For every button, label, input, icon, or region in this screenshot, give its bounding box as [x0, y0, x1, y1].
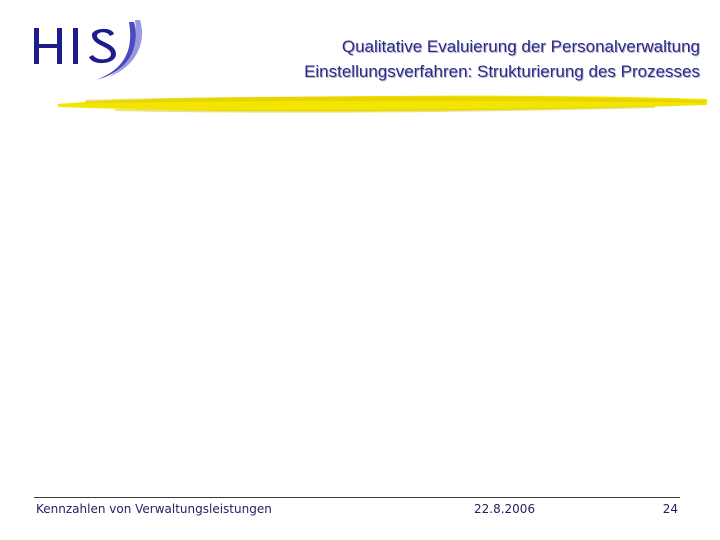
title-line-1: Qualitative Evaluierung der Personalverw…: [341, 37, 700, 56]
footer-presentation-title: Kennzahlen von Verwaltungsleistungen: [36, 502, 272, 516]
slide-title: Qualitative Evaluierung der Personalverw…: [140, 34, 700, 84]
footer-page-number: 24: [662, 502, 678, 516]
title-line-2: Einstellungsverfahren: Strukturierung de…: [304, 62, 700, 81]
footer-date: 22.8.2006: [474, 502, 536, 516]
footer-divider: [34, 497, 680, 498]
his-logo: [34, 20, 143, 80]
yellow-brush-stroke: [57, 95, 707, 113]
